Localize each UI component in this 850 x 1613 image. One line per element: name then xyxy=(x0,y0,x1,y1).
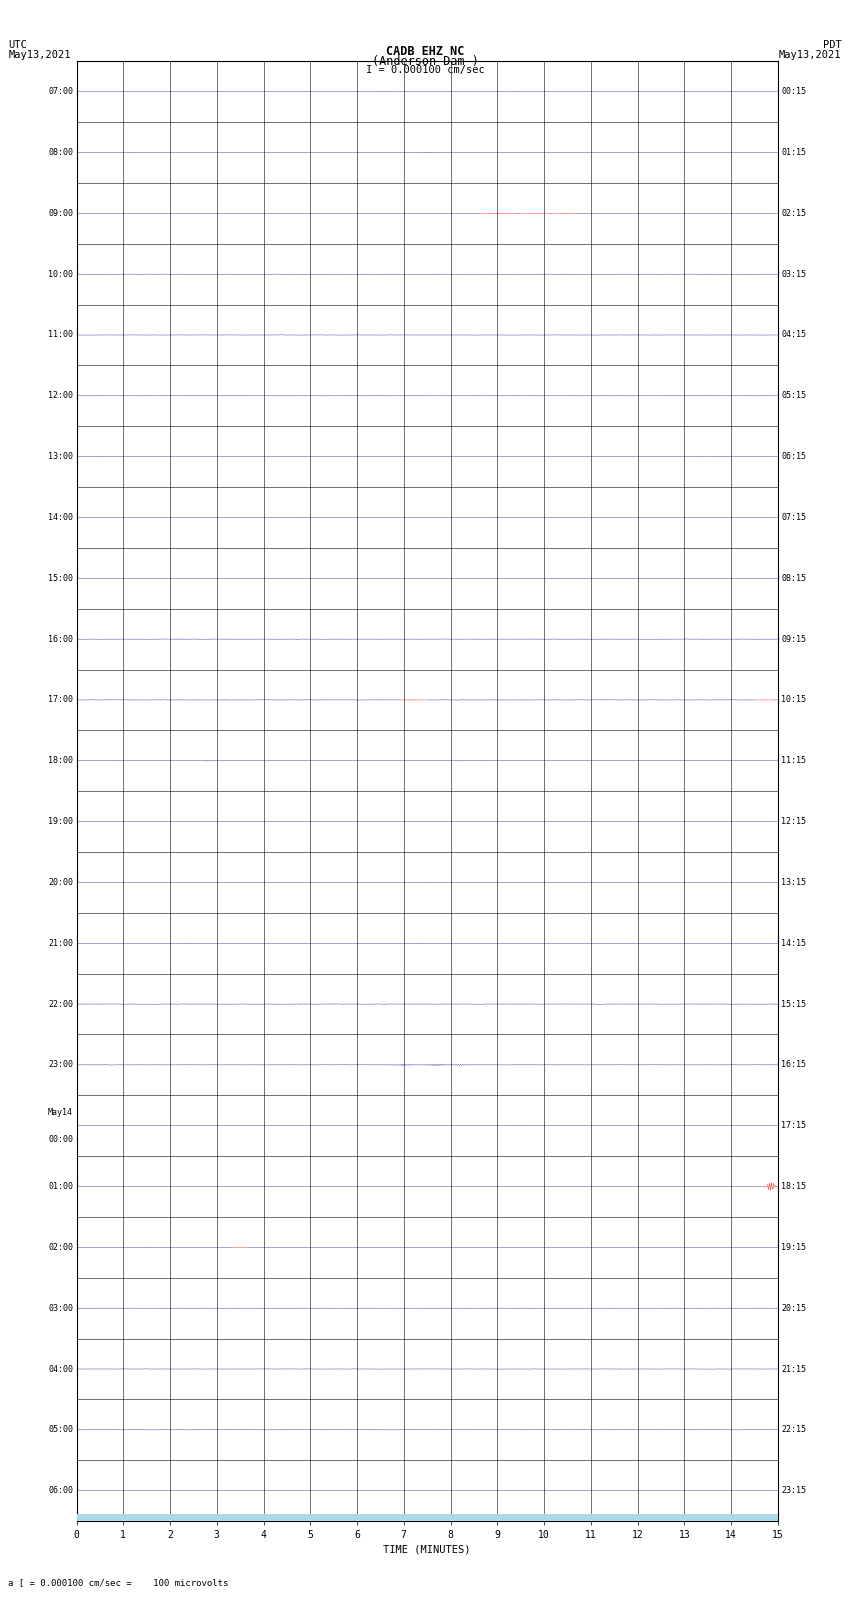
Text: 03:15: 03:15 xyxy=(781,269,806,279)
Text: 21:15: 21:15 xyxy=(781,1365,806,1374)
Text: 16:15: 16:15 xyxy=(781,1060,806,1069)
Text: 09:15: 09:15 xyxy=(781,634,806,644)
Text: 13:00: 13:00 xyxy=(48,452,73,461)
Text: 14:00: 14:00 xyxy=(48,513,73,523)
Text: 01:00: 01:00 xyxy=(48,1182,73,1190)
Text: 07:15: 07:15 xyxy=(781,513,806,523)
Text: 04:00: 04:00 xyxy=(48,1365,73,1374)
Text: 12:00: 12:00 xyxy=(48,392,73,400)
Text: 10:00: 10:00 xyxy=(48,269,73,279)
Text: 18:15: 18:15 xyxy=(781,1182,806,1190)
Text: 06:15: 06:15 xyxy=(781,452,806,461)
Text: 10:15: 10:15 xyxy=(781,695,806,705)
Text: 07:00: 07:00 xyxy=(48,87,73,97)
Text: 23:15: 23:15 xyxy=(781,1486,806,1495)
Text: (Anderson Dam ): (Anderson Dam ) xyxy=(371,55,479,68)
Text: a [ = 0.000100 cm/sec =    100 microvolts: a [ = 0.000100 cm/sec = 100 microvolts xyxy=(8,1578,229,1587)
Text: 23:00: 23:00 xyxy=(48,1060,73,1069)
Text: 20:15: 20:15 xyxy=(781,1303,806,1313)
Text: 04:15: 04:15 xyxy=(781,331,806,339)
Text: 09:00: 09:00 xyxy=(48,208,73,218)
Text: 14:15: 14:15 xyxy=(781,939,806,948)
Text: 03:00: 03:00 xyxy=(48,1303,73,1313)
Text: 16:00: 16:00 xyxy=(48,634,73,644)
Text: 00:00: 00:00 xyxy=(48,1134,73,1144)
Text: 00:15: 00:15 xyxy=(781,87,806,97)
Text: 11:00: 11:00 xyxy=(48,331,73,339)
Text: 01:15: 01:15 xyxy=(781,148,806,156)
X-axis label: TIME (MINUTES): TIME (MINUTES) xyxy=(383,1544,471,1555)
Text: 12:15: 12:15 xyxy=(781,818,806,826)
Text: 19:15: 19:15 xyxy=(781,1244,806,1252)
Text: 06:00: 06:00 xyxy=(48,1486,73,1495)
Text: CADB EHZ NC: CADB EHZ NC xyxy=(386,45,464,58)
Text: 18:00: 18:00 xyxy=(48,756,73,765)
Text: 22:15: 22:15 xyxy=(781,1426,806,1434)
Text: 20:00: 20:00 xyxy=(48,877,73,887)
Text: 11:15: 11:15 xyxy=(781,756,806,765)
Text: UTC: UTC xyxy=(8,40,27,50)
Text: 17:15: 17:15 xyxy=(781,1121,806,1131)
Text: 08:00: 08:00 xyxy=(48,148,73,156)
Text: 02:00: 02:00 xyxy=(48,1244,73,1252)
Bar xyxy=(76,1513,778,1521)
Text: 15:00: 15:00 xyxy=(48,574,73,582)
Text: 05:00: 05:00 xyxy=(48,1426,73,1434)
Text: 05:15: 05:15 xyxy=(781,392,806,400)
Text: 21:00: 21:00 xyxy=(48,939,73,948)
Text: May13,2021: May13,2021 xyxy=(8,50,71,60)
Text: 17:00: 17:00 xyxy=(48,695,73,705)
Text: I = 0.000100 cm/sec: I = 0.000100 cm/sec xyxy=(366,65,484,74)
Text: 22:00: 22:00 xyxy=(48,1000,73,1008)
Text: 02:15: 02:15 xyxy=(781,208,806,218)
Text: 19:00: 19:00 xyxy=(48,818,73,826)
Text: 15:15: 15:15 xyxy=(781,1000,806,1008)
Text: May14: May14 xyxy=(48,1108,73,1116)
Text: 08:15: 08:15 xyxy=(781,574,806,582)
Text: 13:15: 13:15 xyxy=(781,877,806,887)
Text: PDT: PDT xyxy=(823,40,842,50)
Text: May13,2021: May13,2021 xyxy=(779,50,842,60)
